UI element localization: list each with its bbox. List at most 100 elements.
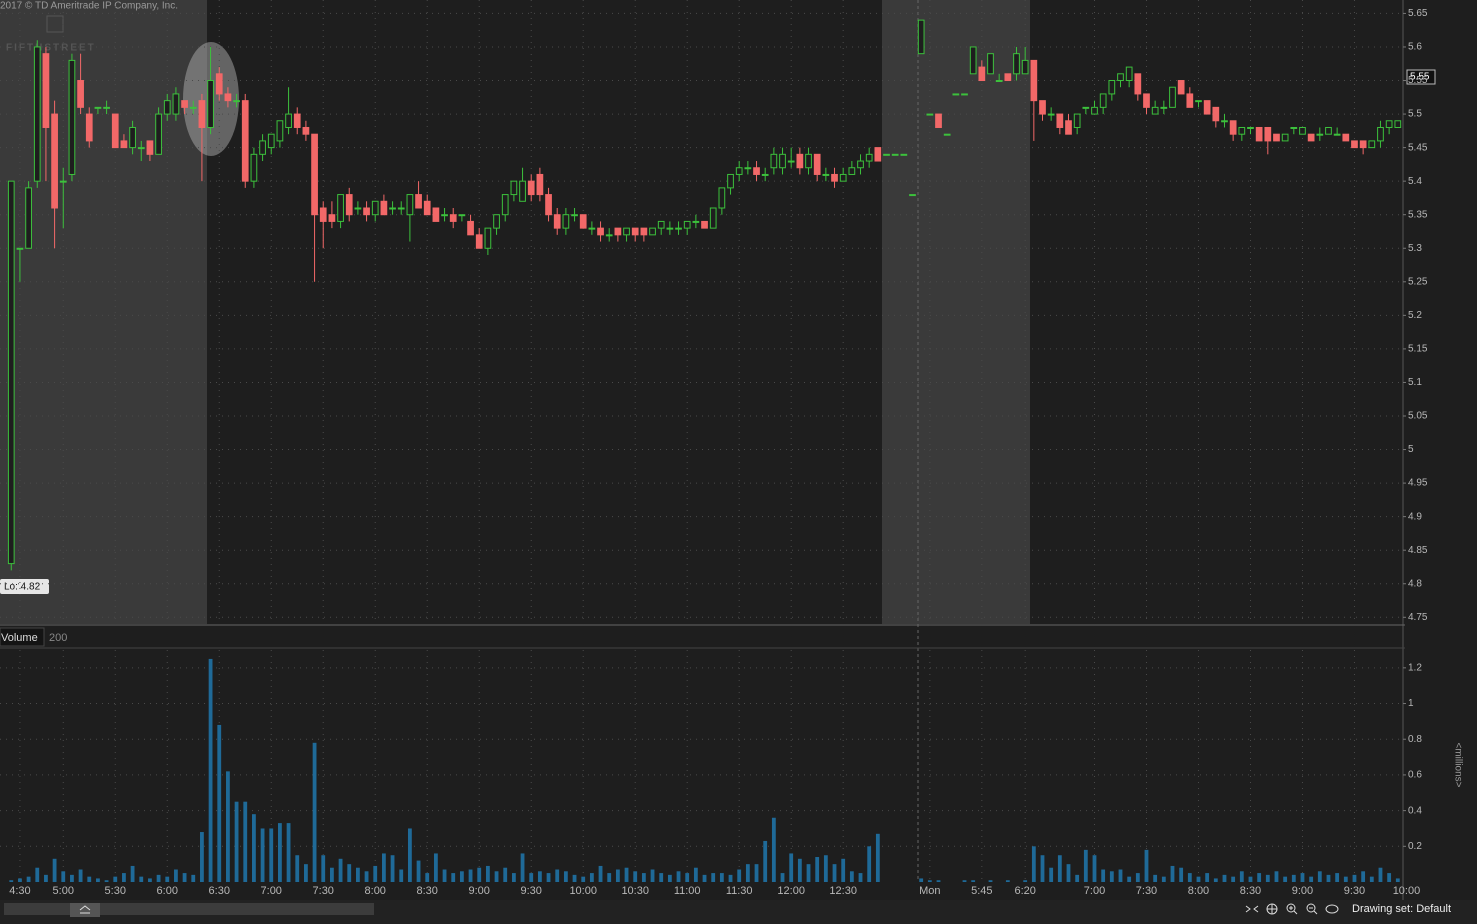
y-tick-label: 1 xyxy=(1408,698,1414,709)
volume-bar xyxy=(61,871,66,882)
volume-bar xyxy=(849,871,854,882)
volume-bar xyxy=(1213,878,1218,882)
volume-bar xyxy=(615,869,620,882)
candle-body xyxy=(397,207,405,210)
volume-bar xyxy=(416,860,421,882)
candle-body xyxy=(848,167,856,175)
low-label: Lo: 4.82 xyxy=(4,582,41,593)
candle-body xyxy=(943,133,951,136)
x-tick-label: 9:00 xyxy=(1292,885,1313,897)
volume-bar xyxy=(1161,876,1166,882)
candle-body xyxy=(709,207,717,229)
drawing-set[interactable]: Drawing set: Default xyxy=(1352,903,1451,915)
volume-bar xyxy=(338,858,343,882)
volume-bar xyxy=(711,873,716,882)
volume-bar xyxy=(1205,873,1210,882)
volume-bar xyxy=(555,869,560,882)
volume-bar xyxy=(1326,874,1331,882)
volume-bar xyxy=(407,828,412,882)
candle-body xyxy=(1134,73,1142,95)
volume-bar xyxy=(252,814,256,882)
volume-bar xyxy=(87,876,92,882)
x-tick-label: 6:00 xyxy=(157,885,178,897)
candle-body xyxy=(1238,126,1246,135)
volume-bar xyxy=(1317,871,1322,882)
scroll-handle[interactable] xyxy=(70,903,100,917)
volume-bar xyxy=(745,864,750,882)
volume-bar xyxy=(1101,869,1106,882)
candle-body xyxy=(129,126,136,149)
volume-bar xyxy=(1239,871,1244,882)
candle-body xyxy=(545,194,552,216)
volume-bar xyxy=(113,876,118,882)
x-tick-label: 4:30 xyxy=(9,885,30,897)
volume-bar xyxy=(130,865,135,882)
y-tick-label: 4.95 xyxy=(1408,478,1428,489)
volume-bar xyxy=(18,878,22,882)
volume-bar xyxy=(702,874,707,882)
volume-bar xyxy=(919,878,924,882)
candle-body xyxy=(978,66,986,82)
candle-body xyxy=(181,100,188,108)
volume-bar xyxy=(503,867,508,882)
candle-body xyxy=(770,153,778,169)
volume-bar xyxy=(399,869,404,882)
volume-bar xyxy=(381,853,386,882)
candle-body xyxy=(1229,120,1237,135)
volume-bar xyxy=(494,871,499,882)
candle-body xyxy=(666,227,674,230)
volume-bar xyxy=(208,658,213,882)
candle-body xyxy=(623,227,630,236)
volume-bar xyxy=(641,873,646,882)
candle-body xyxy=(467,220,474,236)
candle-body xyxy=(475,234,483,249)
candle-body xyxy=(614,227,622,236)
candle-body xyxy=(1177,80,1185,95)
volume-bar xyxy=(1135,873,1140,882)
candle-body xyxy=(77,80,84,108)
x-tick-label: 6:30 xyxy=(209,885,230,897)
volume-bar xyxy=(234,801,239,882)
candle-body xyxy=(1186,93,1194,108)
candle-body xyxy=(146,140,154,155)
candle-body xyxy=(1385,120,1393,128)
volume-bar xyxy=(511,873,516,882)
x-tick-label: 11:00 xyxy=(674,885,701,897)
candle-body xyxy=(1247,126,1254,129)
volume-bar xyxy=(832,864,837,882)
candle-body xyxy=(1325,126,1332,135)
volume-bar xyxy=(719,873,724,882)
volume-bar xyxy=(70,874,74,882)
candle-body xyxy=(250,153,258,182)
y-tick-label: 4.75 xyxy=(1408,612,1428,623)
x-tick-label: 5:30 xyxy=(105,885,126,897)
volume-bar xyxy=(875,833,880,882)
y-tick-label: 5.25 xyxy=(1408,276,1428,287)
candle-body xyxy=(1004,73,1012,82)
y-tick-label: 5.2 xyxy=(1408,310,1422,321)
candle-body xyxy=(857,160,864,169)
volume-bar xyxy=(988,880,993,882)
candle-body xyxy=(597,227,604,236)
candle-body xyxy=(1091,106,1098,115)
candle-body xyxy=(7,180,15,565)
y-tick-label: 5.4 xyxy=(1408,176,1422,187)
candle-body xyxy=(952,93,960,96)
candle-body xyxy=(779,153,786,169)
scrollbar[interactable] xyxy=(4,903,374,915)
candle-body xyxy=(683,220,691,229)
volume-bar xyxy=(78,869,83,882)
y-tick-label: 0.4 xyxy=(1408,805,1422,816)
candle-body xyxy=(579,214,587,229)
y-tick-label: 5.6 xyxy=(1408,42,1422,53)
volume-bar xyxy=(815,857,820,882)
x-tick-label: 8:30 xyxy=(417,885,438,897)
candle-body xyxy=(1169,86,1176,108)
volume-bar xyxy=(607,873,612,882)
volume-bar xyxy=(1005,880,1010,882)
candle-body xyxy=(302,126,310,135)
volume-bar xyxy=(1109,871,1114,882)
zoom-tools[interactable] xyxy=(1245,903,1339,915)
candle-body xyxy=(328,214,336,222)
